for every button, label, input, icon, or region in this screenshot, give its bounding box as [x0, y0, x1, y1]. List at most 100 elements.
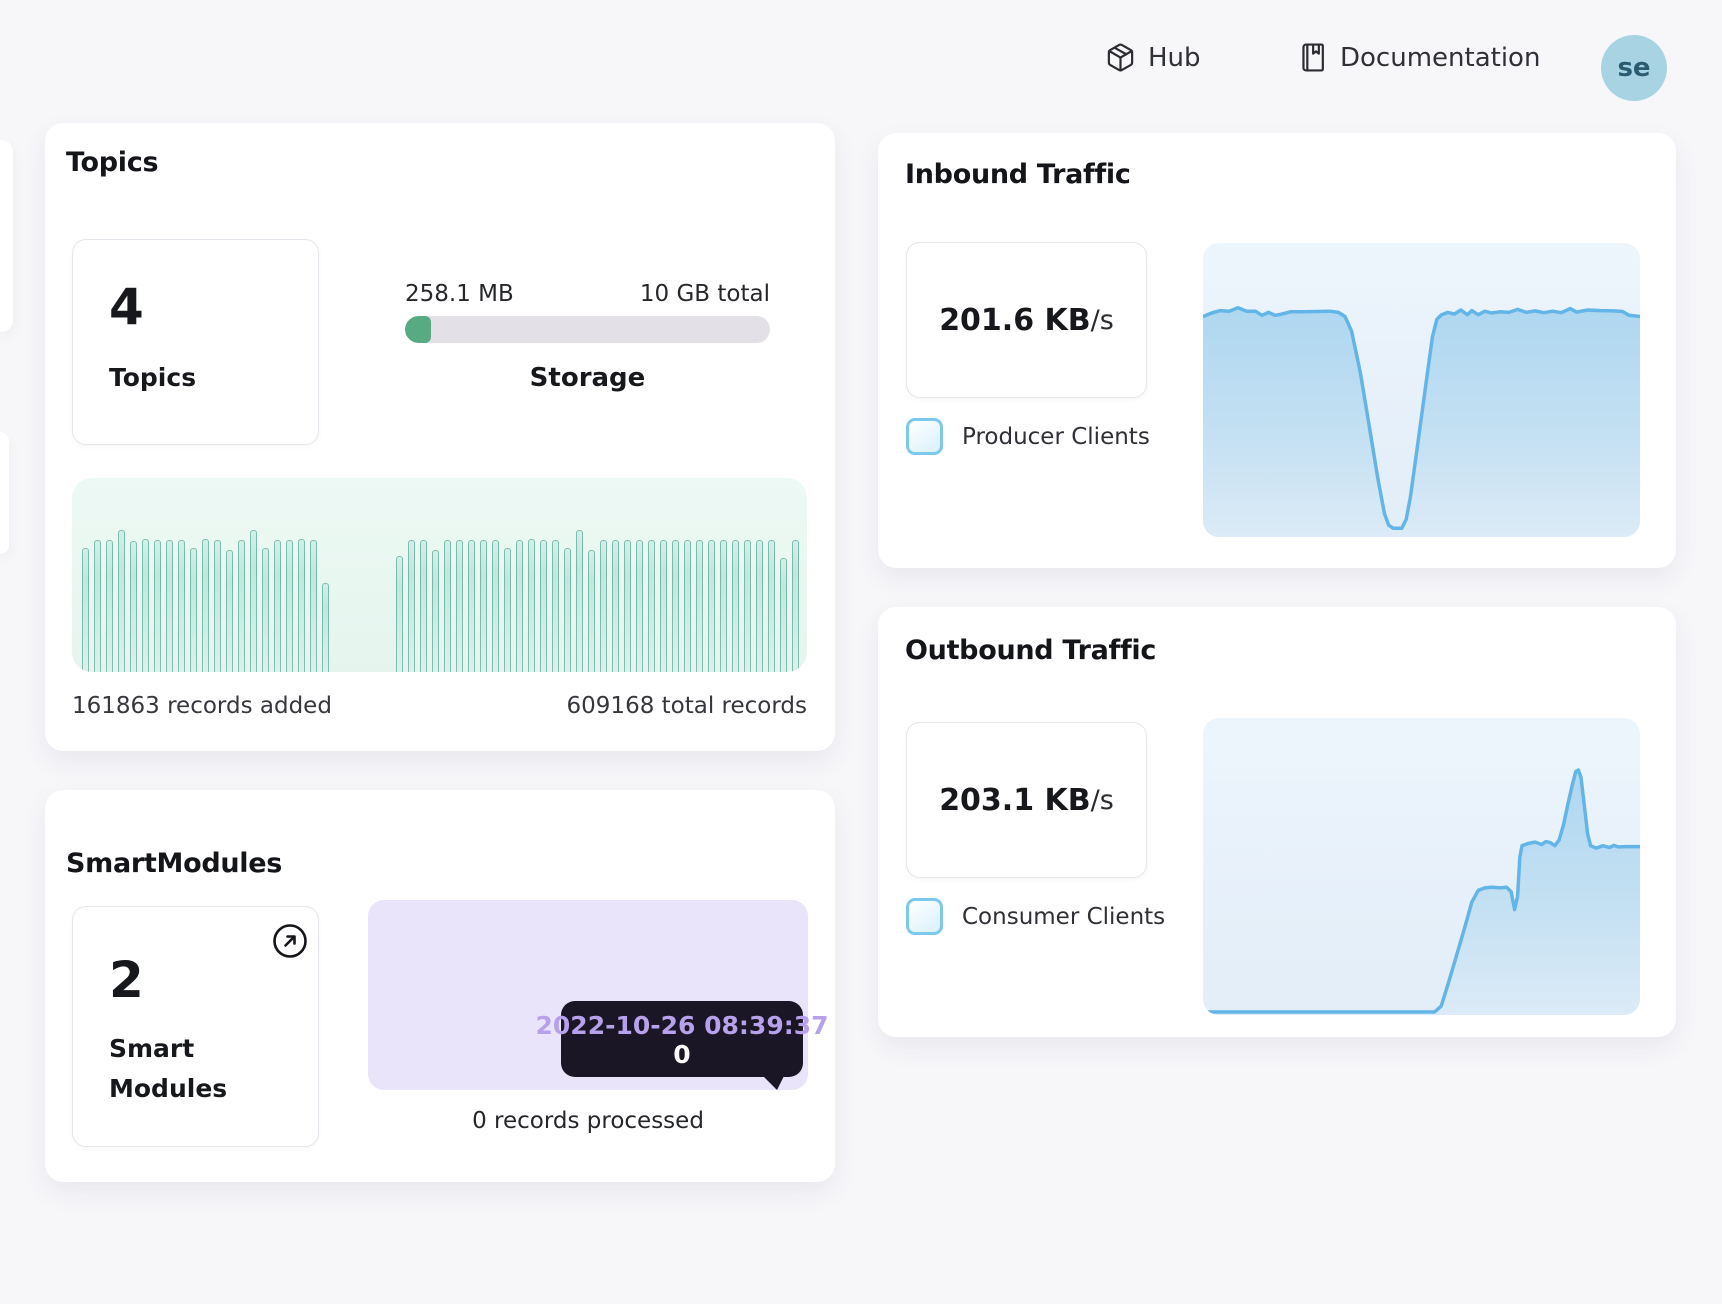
record-bar	[720, 540, 727, 672]
topics-card: Topics 4 Topics 258.1 MB 10 GB total Sto…	[45, 123, 835, 751]
record-bar	[154, 540, 161, 672]
record-bar	[528, 539, 535, 672]
record-bar	[564, 548, 571, 672]
outbound-card-title: Outbound Traffic	[905, 635, 1157, 666]
inbound-card-title: Inbound Traffic	[905, 159, 1131, 190]
storage-meter-labels: 258.1 MB 10 GB total	[405, 281, 770, 307]
inbound-rate-box: 201.6 KB/s	[906, 242, 1147, 398]
outbound-rate-value: 203.1 KB	[939, 782, 1091, 818]
record-bar	[202, 539, 209, 672]
topics-count: 4	[109, 278, 144, 336]
inbound-rate-value: 201.6 KB	[939, 302, 1091, 338]
record-bar	[166, 540, 173, 672]
hub-link[interactable]: Hub	[1105, 42, 1201, 73]
record-bar	[612, 540, 619, 672]
record-bar	[82, 548, 89, 672]
record-bar	[540, 540, 547, 672]
record-bar	[672, 540, 679, 672]
peek-card-top	[0, 140, 13, 332]
inbound-traffic-chart[interactable]	[1203, 243, 1640, 537]
record-bar	[780, 558, 787, 672]
user-avatar[interactable]: se	[1601, 35, 1667, 101]
hub-label: Hub	[1148, 42, 1201, 73]
open-smartmodules-button[interactable]	[272, 923, 308, 959]
record-bar	[624, 540, 631, 672]
outbound-traffic-card: Outbound Traffic 203.1 KB/s Consumer Cli…	[878, 607, 1676, 1037]
peek-card-bottom	[0, 432, 9, 554]
record-bar	[286, 540, 293, 672]
record-bar	[588, 550, 595, 672]
smartmodules-count-label-2: Modules	[109, 1074, 228, 1103]
record-bar	[130, 541, 137, 672]
producer-clients-checkbox[interactable]	[906, 418, 943, 455]
documentation-label: Documentation	[1340, 42, 1541, 73]
smartmodules-chart[interactable]: 2022-10-26 08:39:37 0	[368, 900, 829, 1090]
smartmodules-card-title: SmartModules	[66, 848, 283, 879]
smartmodules-count: 2	[109, 951, 144, 1009]
record-bar	[190, 548, 197, 672]
record-bar	[408, 540, 415, 672]
record-bar	[310, 540, 317, 672]
topics-records-chart[interactable]	[72, 478, 807, 672]
documentation-link[interactable]: Documentation	[1297, 42, 1540, 73]
storage-meter	[405, 316, 770, 343]
topics-count-label: Topics	[109, 363, 197, 392]
tooltip-pointer	[761, 1074, 785, 1090]
records-added-bars	[82, 530, 329, 672]
record-bar	[94, 540, 101, 672]
record-bar	[516, 540, 523, 672]
storage-label: Storage	[529, 363, 646, 393]
record-bar	[660, 540, 667, 672]
record-bar	[576, 530, 583, 672]
record-bar	[552, 540, 559, 672]
avatar-initials: se	[1617, 53, 1651, 83]
record-bar	[298, 539, 305, 672]
inbound-legend-row: Producer Clients	[906, 418, 1150, 455]
hub-icon	[1105, 42, 1136, 73]
chart-tooltip: 2022-10-26 08:39:37 0	[536, 1001, 829, 1090]
record-bar	[648, 540, 655, 672]
documentation-icon	[1297, 42, 1328, 73]
record-bar	[792, 540, 799, 672]
record-bar	[768, 540, 775, 672]
total-records-caption: 609168 total records	[566, 693, 807, 719]
outbound-traffic-chart[interactable]	[1203, 718, 1640, 1015]
record-bar	[444, 540, 451, 672]
smartmodules-caption: 0 records processed	[472, 1108, 704, 1134]
record-bar	[756, 540, 763, 672]
records-captions: 161863 records added 609168 total record…	[72, 693, 807, 719]
record-bar	[118, 530, 125, 672]
topics-count-box: 4 Topics	[72, 239, 319, 445]
record-bar	[214, 540, 221, 672]
total-records-bars	[396, 530, 799, 672]
record-bar	[492, 540, 499, 672]
record-bar	[696, 540, 703, 672]
record-bar	[396, 556, 403, 672]
record-bar	[744, 540, 751, 672]
record-bar	[684, 540, 691, 672]
record-bar	[732, 540, 739, 672]
record-bar	[708, 540, 715, 672]
smartmodules-card: SmartModules 2 Smart Modules 2022-10-26 …	[45, 790, 835, 1182]
record-bar	[178, 540, 185, 672]
topics-card-title: Topics	[66, 147, 159, 178]
record-bar	[600, 540, 607, 672]
outbound-legend-row: Consumer Clients	[906, 898, 1165, 935]
record-bar	[238, 540, 245, 672]
record-bar	[274, 540, 281, 672]
record-bar	[432, 550, 439, 672]
storage-total: 10 GB total	[639, 281, 770, 307]
inbound-rate-unit: /s	[1090, 304, 1114, 336]
storage-meter-fill	[405, 316, 431, 343]
storage-used: 258.1 MB	[405, 281, 514, 307]
consumer-clients-label: Consumer Clients	[962, 903, 1166, 930]
outbound-rate-unit: /s	[1090, 784, 1114, 816]
tooltip-timestamp: 2022-10-26 08:39:37	[535, 1011, 829, 1040]
consumer-clients-checkbox[interactable]	[906, 898, 943, 935]
tooltip-value: 0	[673, 1040, 691, 1069]
producer-clients-label: Producer Clients	[962, 423, 1150, 450]
smartmodules-count-box: 2 Smart Modules	[72, 906, 319, 1147]
record-bar	[250, 530, 257, 672]
record-bar	[142, 539, 149, 672]
records-added-caption: 161863 records added	[72, 693, 332, 719]
